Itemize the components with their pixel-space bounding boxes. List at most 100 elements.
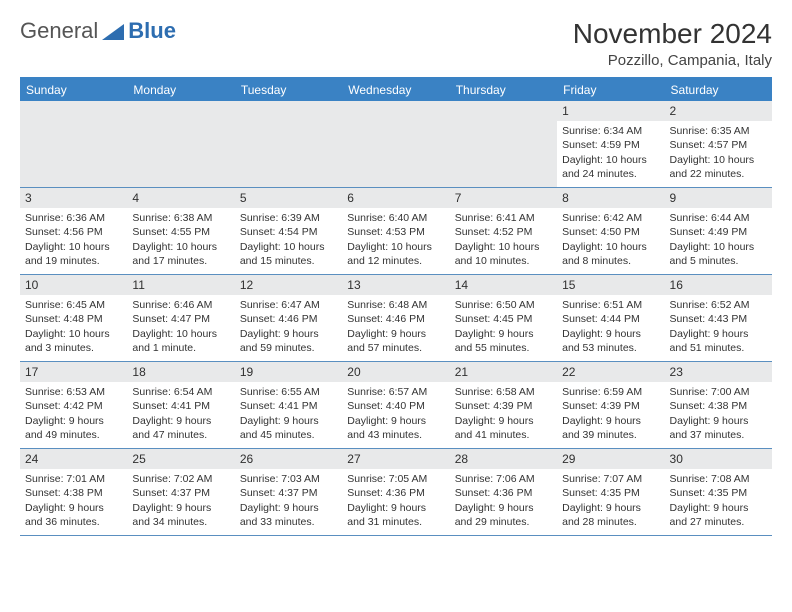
day-number: 24 bbox=[20, 449, 127, 469]
day-cell: 11 Sunrise: 6:46 AMSunset: 4:47 PMDayligh… bbox=[127, 275, 234, 361]
daylight-text: Daylight: 9 hours and 34 minutes. bbox=[132, 501, 229, 529]
day-number: 15 bbox=[557, 275, 664, 295]
sunset-text: Sunset: 4:41 PM bbox=[132, 399, 229, 413]
daylight-text: Daylight: 10 hours and 8 minutes. bbox=[562, 240, 659, 268]
day-number: 23 bbox=[665, 362, 772, 382]
sunrise-text: Sunrise: 6:50 AM bbox=[455, 298, 552, 312]
sunrise-text: Sunrise: 6:38 AM bbox=[132, 211, 229, 225]
day-number: 11 bbox=[127, 275, 234, 295]
daylight-text: Daylight: 9 hours and 55 minutes. bbox=[455, 327, 552, 355]
title-block: November 2024 Pozzillo, Campania, Italy bbox=[573, 18, 772, 69]
daylight-text: Daylight: 10 hours and 1 minute. bbox=[132, 327, 229, 355]
daylight-text: Daylight: 10 hours and 5 minutes. bbox=[670, 240, 767, 268]
daylight-text: Daylight: 9 hours and 28 minutes. bbox=[562, 501, 659, 529]
calendar-page: General Blue November 2024 Pozzillo, Cam… bbox=[0, 0, 792, 554]
day-number: 26 bbox=[235, 449, 342, 469]
month-title: November 2024 bbox=[573, 18, 772, 50]
sunset-text: Sunset: 4:37 PM bbox=[240, 486, 337, 500]
day-number: 7 bbox=[450, 188, 557, 208]
day-cell: 16Sunrise: 6:52 AMSunset: 4:43 PMDayligh… bbox=[665, 275, 772, 361]
sunrise-text: Sunrise: 6:58 AM bbox=[455, 385, 552, 399]
day-cell bbox=[127, 101, 234, 187]
dayname-wed: Wednesday bbox=[342, 79, 449, 101]
week-row: 17Sunrise: 6:53 AMSunset: 4:42 PMDayligh… bbox=[20, 362, 772, 449]
calendar: Sunday Monday Tuesday Wednesday Thursday… bbox=[20, 77, 772, 536]
sunset-text: Sunset: 4:43 PM bbox=[670, 312, 767, 326]
week-row: 1Sunrise: 6:34 AMSunset: 4:59 PMDaylight… bbox=[20, 101, 772, 188]
day-cell: 8Sunrise: 6:42 AMSunset: 4:50 PMDaylight… bbox=[557, 188, 664, 274]
daylight-text: Daylight: 9 hours and 27 minutes. bbox=[670, 501, 767, 529]
dayname-thu: Thursday bbox=[450, 79, 557, 101]
day-cell: 13Sunrise: 6:48 AMSunset: 4:46 PMDayligh… bbox=[342, 275, 449, 361]
dayname-sun: Sunday bbox=[20, 79, 127, 101]
daylight-text: Daylight: 9 hours and 31 minutes. bbox=[347, 501, 444, 529]
sunset-text: Sunset: 4:57 PM bbox=[670, 138, 767, 152]
day-cell: 6Sunrise: 6:40 AMSunset: 4:53 PMDaylight… bbox=[342, 188, 449, 274]
sunrise-text: Sunrise: 6:42 AM bbox=[562, 211, 659, 225]
day-cell bbox=[450, 101, 557, 187]
daylight-text: Daylight: 9 hours and 43 minutes. bbox=[347, 414, 444, 442]
sunrise-text: Sunrise: 6:46 AM bbox=[132, 298, 229, 312]
logo-triangle-icon bbox=[102, 22, 124, 40]
sunset-text: Sunset: 4:47 PM bbox=[132, 312, 229, 326]
day-cell bbox=[20, 101, 127, 187]
day-cell: 19Sunrise: 6:55 AMSunset: 4:41 PMDayligh… bbox=[235, 362, 342, 448]
day-number: 6 bbox=[342, 188, 449, 208]
daylight-text: Daylight: 10 hours and 17 minutes. bbox=[132, 240, 229, 268]
day-number: 22 bbox=[557, 362, 664, 382]
sunset-text: Sunset: 4:40 PM bbox=[347, 399, 444, 413]
day-cell: 15Sunrise: 6:51 AMSunset: 4:44 PMDayligh… bbox=[557, 275, 664, 361]
sunrise-text: Sunrise: 6:51 AM bbox=[562, 298, 659, 312]
day-number: 8 bbox=[557, 188, 664, 208]
logo-text-2: Blue bbox=[128, 18, 176, 44]
sunset-text: Sunset: 4:35 PM bbox=[562, 486, 659, 500]
day-cell: 7Sunrise: 6:41 AMSunset: 4:52 PMDaylight… bbox=[450, 188, 557, 274]
sunrise-text: Sunrise: 7:01 AM bbox=[25, 472, 122, 486]
sunrise-text: Sunrise: 6:59 AM bbox=[562, 385, 659, 399]
day-number: 3 bbox=[20, 188, 127, 208]
daylight-text: Daylight: 10 hours and 19 minutes. bbox=[25, 240, 122, 268]
day-number: 4 bbox=[127, 188, 234, 208]
header: General Blue November 2024 Pozzillo, Cam… bbox=[20, 18, 772, 69]
day-number: 10 bbox=[20, 275, 127, 295]
sunrise-text: Sunrise: 6:57 AM bbox=[347, 385, 444, 399]
day-number: 27 bbox=[342, 449, 449, 469]
day-number: 9 bbox=[665, 188, 772, 208]
sunset-text: Sunset: 4:36 PM bbox=[347, 486, 444, 500]
day-number: 5 bbox=[235, 188, 342, 208]
sunrise-text: Sunrise: 6:53 AM bbox=[25, 385, 122, 399]
day-number: 21 bbox=[450, 362, 557, 382]
sunrise-text: Sunrise: 6:39 AM bbox=[240, 211, 337, 225]
logo: General Blue bbox=[20, 18, 176, 44]
day-cell: 10Sunrise: 6:45 AMSunset: 4:48 PMDayligh… bbox=[20, 275, 127, 361]
day-cell: 2Sunrise: 6:35 AMSunset: 4:57 PMDaylight… bbox=[665, 101, 772, 187]
day-cell: 25Sunrise: 7:02 AMSunset: 4:37 PMDayligh… bbox=[127, 449, 234, 535]
daylight-text: Daylight: 9 hours and 45 minutes. bbox=[240, 414, 337, 442]
daylight-text: Daylight: 9 hours and 39 minutes. bbox=[562, 414, 659, 442]
day-number: 30 bbox=[665, 449, 772, 469]
day-number: 28 bbox=[450, 449, 557, 469]
sunrise-text: Sunrise: 6:47 AM bbox=[240, 298, 337, 312]
day-cell: 14Sunrise: 6:50 AMSunset: 4:45 PMDayligh… bbox=[450, 275, 557, 361]
sunrise-text: Sunrise: 7:00 AM bbox=[670, 385, 767, 399]
daylight-text: Daylight: 9 hours and 29 minutes. bbox=[455, 501, 552, 529]
daylight-text: Daylight: 9 hours and 57 minutes. bbox=[347, 327, 444, 355]
sunset-text: Sunset: 4:56 PM bbox=[25, 225, 122, 239]
sunset-text: Sunset: 4:39 PM bbox=[455, 399, 552, 413]
day-cell: 9Sunrise: 6:44 AMSunset: 4:49 PMDaylight… bbox=[665, 188, 772, 274]
day-number: 17 bbox=[20, 362, 127, 382]
sunrise-text: Sunrise: 6:55 AM bbox=[240, 385, 337, 399]
dayname-tue: Tuesday bbox=[235, 79, 342, 101]
sunset-text: Sunset: 4:37 PM bbox=[132, 486, 229, 500]
sunrise-text: Sunrise: 6:40 AM bbox=[347, 211, 444, 225]
sunrise-text: Sunrise: 6:35 AM bbox=[670, 124, 767, 138]
dayname-mon: Monday bbox=[127, 79, 234, 101]
day-cell: 29Sunrise: 7:07 AMSunset: 4:35 PMDayligh… bbox=[557, 449, 664, 535]
logo-text-1: General bbox=[20, 18, 98, 44]
sunset-text: Sunset: 4:35 PM bbox=[670, 486, 767, 500]
sunset-text: Sunset: 4:46 PM bbox=[240, 312, 337, 326]
dayname-sat: Saturday bbox=[665, 79, 772, 101]
sunset-text: Sunset: 4:38 PM bbox=[25, 486, 122, 500]
day-cell: 22Sunrise: 6:59 AMSunset: 4:39 PMDayligh… bbox=[557, 362, 664, 448]
sunrise-text: Sunrise: 7:02 AM bbox=[132, 472, 229, 486]
